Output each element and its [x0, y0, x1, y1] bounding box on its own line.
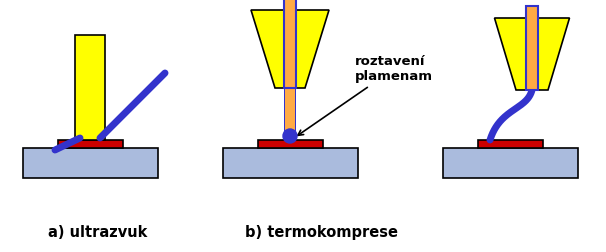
- Bar: [222, 148, 358, 178]
- Text: b) termokomprese: b) termokomprese: [245, 225, 398, 240]
- Bar: [442, 148, 578, 178]
- Bar: [58, 140, 122, 148]
- Bar: [284, 88, 296, 132]
- Bar: [526, 6, 538, 90]
- Bar: [478, 140, 542, 148]
- Text: a) ultrazvuk: a) ultrazvuk: [48, 225, 147, 240]
- Bar: [75, 35, 105, 140]
- Bar: [284, 0, 296, 88]
- Text: roztavení
plamenam: roztavení plamenam: [298, 55, 433, 135]
- Polygon shape: [494, 18, 570, 90]
- Bar: [284, 0, 296, 88]
- Polygon shape: [251, 10, 329, 88]
- Bar: [258, 140, 322, 148]
- Circle shape: [283, 129, 297, 143]
- Bar: [527, 6, 537, 90]
- Bar: [526, 6, 538, 90]
- Bar: [285, 88, 295, 132]
- Bar: [22, 148, 158, 178]
- Bar: [285, 0, 295, 88]
